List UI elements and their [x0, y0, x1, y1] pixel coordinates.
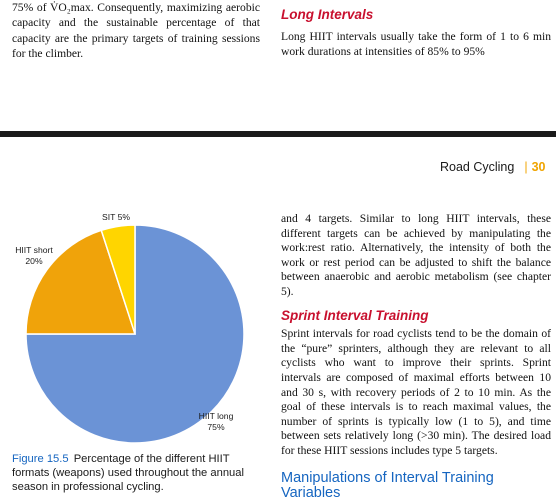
- long-intervals-heading: Long Intervals: [281, 7, 374, 22]
- pie-slice-hiit-short: [25, 229, 137, 335]
- top-left-paragraph: 75% of V̇O₂max. Consequently, maximizing…: [12, 1, 260, 61]
- previous-page-fragment: 75% of V̇O₂max. Consequently, maximizing…: [0, 0, 556, 132]
- figure-label: Figure 15.5: [12, 453, 69, 465]
- page-number: 30: [531, 160, 546, 174]
- page-divider: [0, 131, 556, 137]
- intervals-paragraph: and 4 targets. Similar to long HIIT inte…: [281, 212, 551, 298]
- long-intervals-paragraph: Long HIIT intervals usually take the for…: [281, 30, 551, 59]
- running-head-separator: |: [524, 160, 528, 174]
- sprint-interval-heading: Sprint Interval Training: [281, 307, 429, 323]
- manipulations-heading: Manipulations of Interval Training Varia…: [281, 469, 494, 501]
- pie-label-hiit-short: HIIT short 20%: [15, 245, 53, 266]
- running-head: Road Cycling | 30: [440, 160, 546, 174]
- running-head-title: Road Cycling: [440, 160, 515, 174]
- pie-label-sit: SIT 5%: [102, 212, 130, 222]
- sprint-interval-paragraph: Sprint intervals for road cyclists tend …: [281, 327, 551, 457]
- figure-caption: Figure 15.5 Percentage of the different …: [12, 452, 262, 495]
- hiit-pie-chart: HIIT long 75% HIIT short 20% SIT 5%: [15, 212, 245, 444]
- right-column: and 4 targets. Similar to long HIIT inte…: [281, 212, 551, 502]
- pie-slice-sit: [100, 224, 136, 335]
- figure-caption-text: Percentage of the different HIIT formats…: [12, 453, 244, 494]
- pie-label-hiit-long: HIIT long 75%: [199, 411, 234, 432]
